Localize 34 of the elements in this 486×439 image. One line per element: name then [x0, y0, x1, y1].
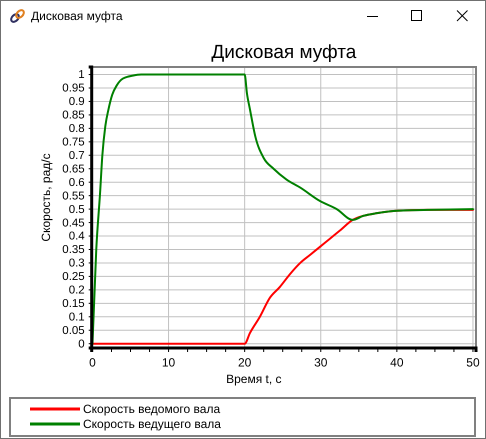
x-tick-label: 40 [390, 356, 404, 370]
x-axis-title: Время t, с [226, 372, 282, 386]
y-tick-label: 0.15 [62, 298, 85, 310]
y-tick-label: 0.3 [68, 258, 85, 270]
y-tick-label: 0.35 [62, 244, 85, 256]
y-tick-label: 0.8 [68, 123, 85, 136]
y-tick-label: 0.4 [68, 230, 86, 243]
y-tick-label: 0.6 [68, 176, 85, 189]
x-tick-label: 50 [466, 356, 480, 370]
y-tick-label: 0.5 [68, 204, 85, 216]
y-axis-title: Скорость, рад/с [39, 153, 53, 242]
legend-label: Скорость ведомого вала [83, 402, 220, 416]
y-tick-label: 0.45 [62, 217, 85, 230]
chart-title: Дисковая муфта [211, 42, 357, 63]
y-tick-label: 0.55 [62, 190, 85, 202]
y-tick-label: 0.05 [62, 324, 85, 337]
y-tick-label: 0.75 [62, 136, 85, 149]
text: Дисковая муфта [31, 9, 123, 23]
x-tick-label: 0 [89, 356, 96, 370]
y-tick-label: 0.85 [62, 110, 85, 122]
y-tick-label: 0.9 [68, 96, 85, 108]
y-tick-label: 0.25 [62, 271, 85, 284]
y-tick-label: 0.1 [68, 311, 85, 324]
y-tick-label: 0.2 [68, 284, 85, 297]
x-tick-label: 10 [162, 356, 176, 370]
x-tick-label: 30 [314, 356, 328, 370]
y-tick-label: 0.95 [62, 82, 85, 95]
y-tick-label: 0.7 [68, 150, 85, 162]
x-tick-label: 20 [238, 356, 252, 370]
line-series [91, 74, 474, 345]
y-tick-label: 1 [78, 69, 85, 82]
y-tick-label: 0 [78, 338, 85, 350]
legend-label: Скорость ведущего вала [83, 417, 222, 431]
y-tick-label: 0.65 [62, 163, 85, 176]
